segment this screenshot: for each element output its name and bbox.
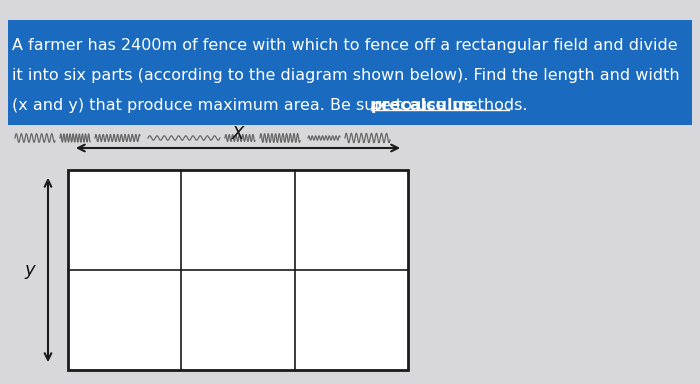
Text: it into six parts (according to the diagram shown below). Find the length and wi: it into six parts (according to the diag… bbox=[12, 68, 680, 83]
Text: A farmer has 2400m of fence with which to fence off a rectangular field and divi: A farmer has 2400m of fence with which t… bbox=[12, 38, 678, 53]
Text: y: y bbox=[25, 261, 35, 279]
Bar bbox=[8, 20, 692, 125]
Bar bbox=[68, 170, 408, 370]
Text: (x and y) that produce maximum area. Be sure to use: (x and y) that produce maximum area. Be … bbox=[12, 98, 451, 113]
Text: X: X bbox=[232, 125, 244, 143]
Text: methods.: methods. bbox=[447, 98, 527, 113]
Text: precalculus: precalculus bbox=[371, 98, 474, 113]
